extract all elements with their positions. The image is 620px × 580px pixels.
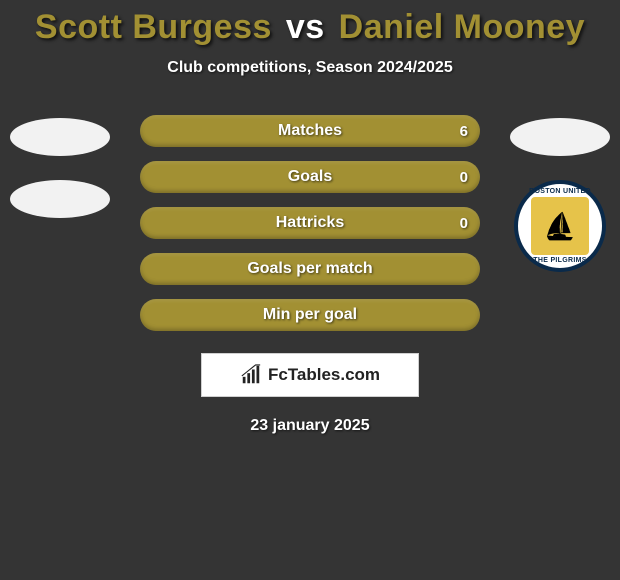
stat-label: Goals [140, 161, 480, 193]
brand-box: FcTables.com [201, 353, 419, 397]
chart-icon [240, 364, 262, 386]
page-title: Scott Burgess vs Daniel Mooney [0, 0, 620, 47]
stat-value-right: 0 [460, 161, 468, 193]
crest-top-text: BOSTON UNITED [518, 188, 602, 195]
stat-label: Matches [140, 115, 480, 147]
left-badges [10, 118, 110, 218]
stats-container: Matches6Goals0Hattricks0Goals per matchM… [140, 115, 480, 331]
footer-date: 23 january 2025 [0, 417, 620, 435]
stat-row: Hattricks0 [140, 207, 480, 239]
stat-row: Matches6 [140, 115, 480, 147]
left-club-pill-2 [10, 180, 110, 218]
right-badges: BOSTON UNITED ⛵ THE PILGRIMS [510, 118, 610, 272]
left-club-pill-1 [10, 118, 110, 156]
stat-label: Hattricks [140, 207, 480, 239]
brand-text: FcTables.com [268, 365, 380, 385]
stat-label: Min per goal [140, 299, 480, 331]
crest-inner: ⛵ [531, 197, 589, 255]
stat-row: Goals0 [140, 161, 480, 193]
stat-row: Min per goal [140, 299, 480, 331]
stat-value-right: 6 [460, 115, 468, 147]
vs-label: vs [286, 8, 325, 46]
right-club-pill-1 [510, 118, 610, 156]
player2-name: Daniel Mooney [339, 8, 585, 46]
stat-label: Goals per match [140, 253, 480, 285]
club-crest: BOSTON UNITED ⛵ THE PILGRIMS [514, 180, 606, 272]
subtitle: Club competitions, Season 2024/2025 [0, 59, 620, 77]
crest-bottom-text: THE PILGRIMS [518, 257, 602, 264]
ship-icon: ⛵ [544, 213, 576, 239]
player1-name: Scott Burgess [35, 8, 272, 46]
stat-value-right: 0 [460, 207, 468, 239]
stat-row: Goals per match [140, 253, 480, 285]
